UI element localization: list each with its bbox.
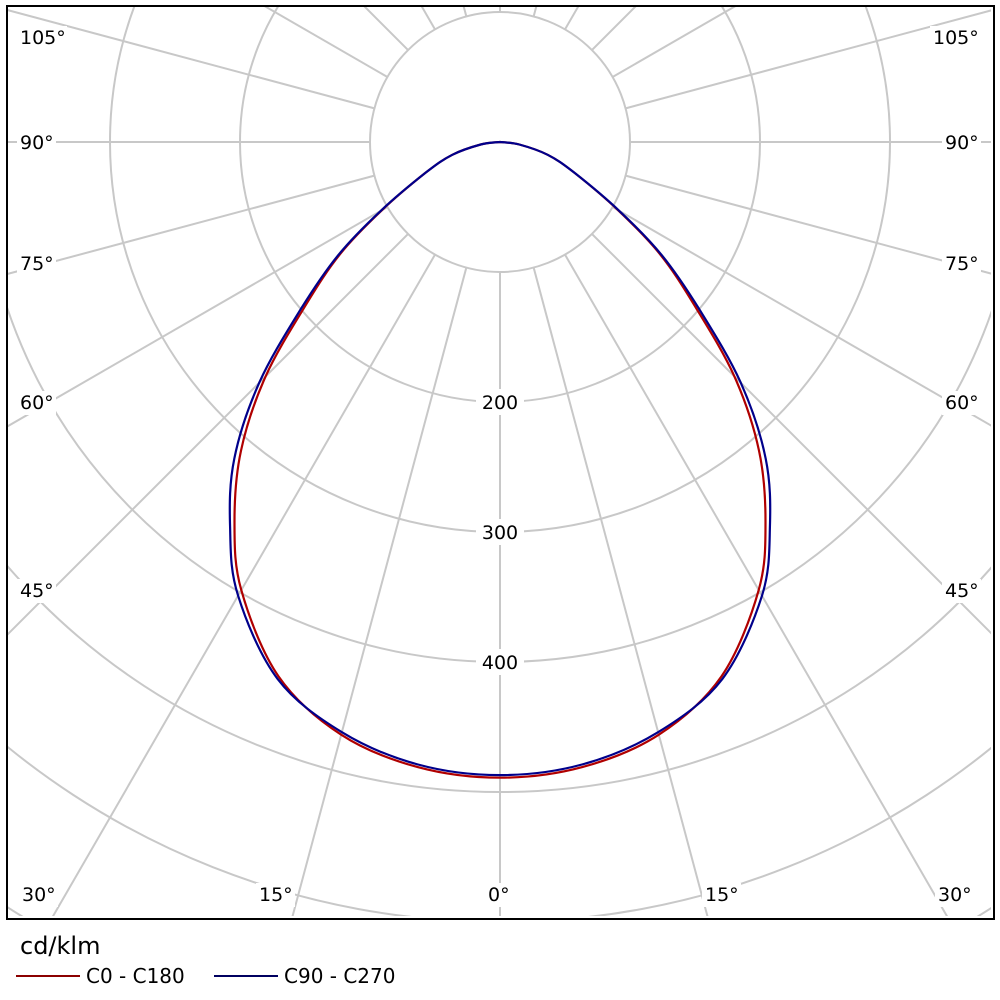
angle-label: 30°: [22, 884, 56, 906]
legend-item-c0-c180: C0 - C180: [16, 964, 185, 988]
legend-label: C0 - C180: [86, 964, 185, 988]
angle-label: 105°: [933, 27, 979, 49]
radial-tick-label: 400: [482, 652, 518, 674]
angle-label: 45°: [20, 580, 54, 602]
angle-label: 75°: [20, 253, 54, 275]
axis-labels: 200 300 400 0° 15° 15° 30° 30° 45° 45° 60° 60° 75° 75…: [17, 26, 981, 907]
unit-label: cd/klm: [20, 932, 101, 960]
legend-swatch-red: [16, 975, 80, 977]
radial-tick-label: 200: [482, 392, 518, 414]
angle-label: 90°: [20, 132, 54, 154]
angle-label: 60°: [945, 392, 979, 414]
intensity-curves: [228, 140, 772, 779]
curve-c90-c270: [228, 140, 772, 777]
angle-label: 15°: [705, 884, 739, 906]
angle-label: 90°: [945, 132, 979, 154]
legend-item-c90-c270: C90 - C270: [214, 964, 395, 988]
legend-label: C90 - C270: [284, 964, 396, 988]
radial-tick-label: 300: [482, 522, 518, 544]
angle-label: 30°: [938, 884, 972, 906]
legend-swatch-blue: [214, 975, 278, 977]
angle-label: 45°: [945, 580, 979, 602]
angle-label: 60°: [20, 392, 54, 414]
angle-label: 75°: [945, 253, 979, 275]
angle-label: 105°: [20, 27, 66, 49]
angle-label: 0°: [488, 884, 510, 906]
angle-label: 15°: [259, 884, 293, 906]
